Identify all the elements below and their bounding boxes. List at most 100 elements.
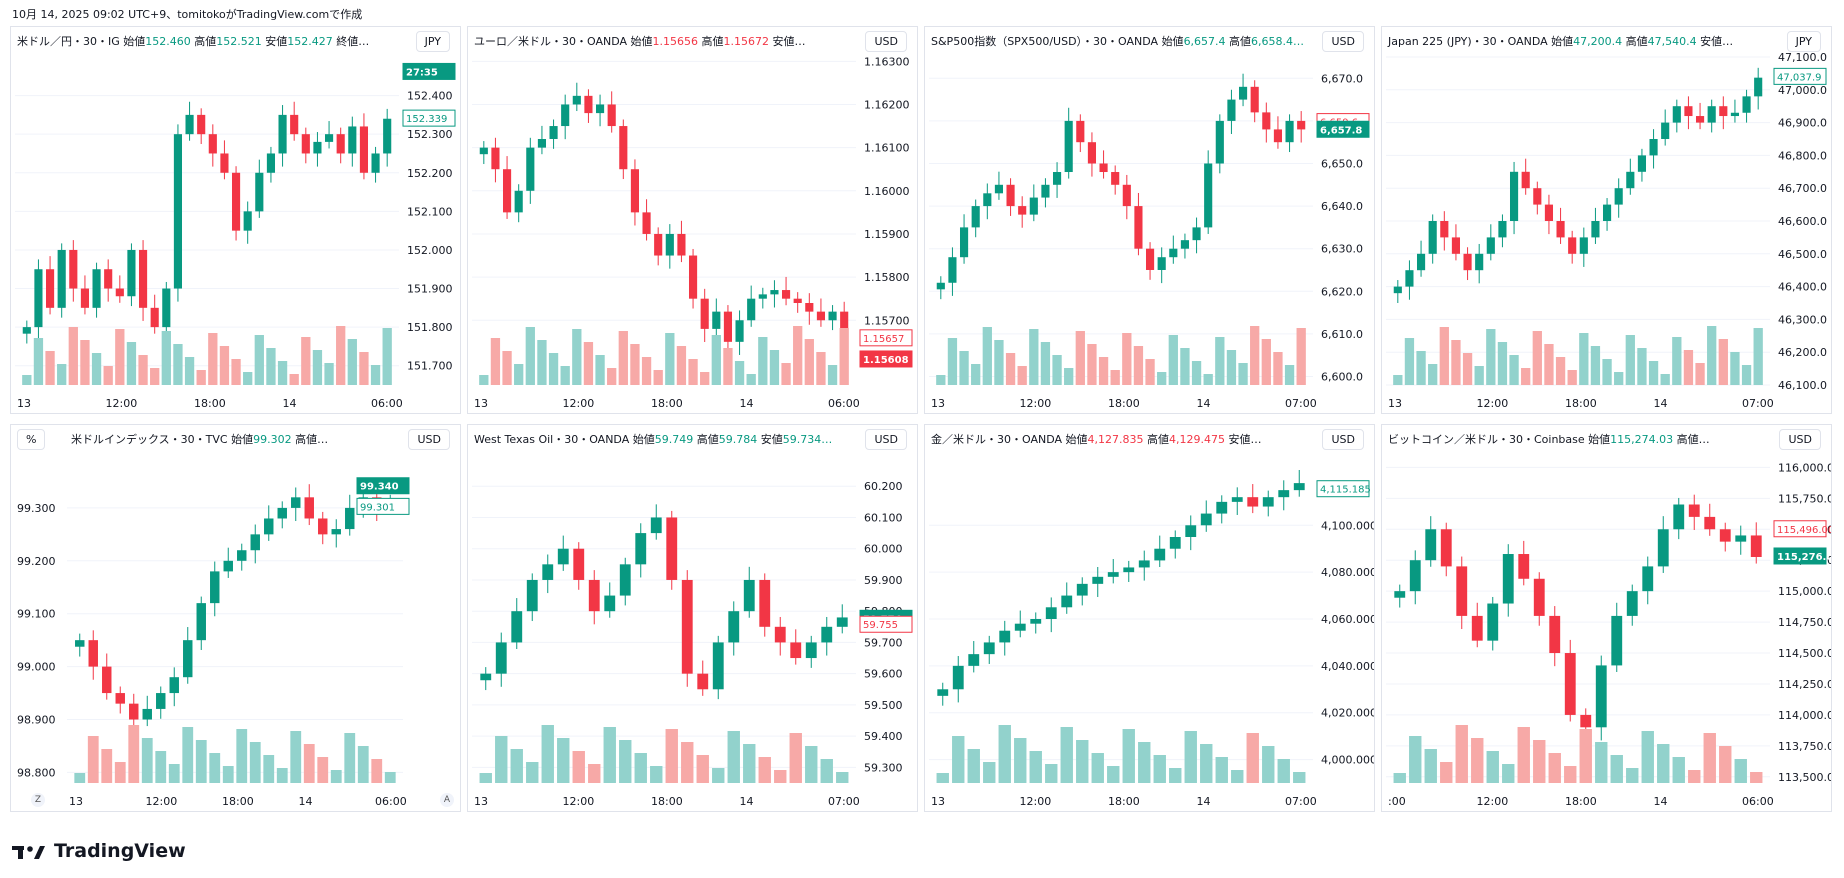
price-label-box bbox=[859, 350, 913, 368]
candle-body bbox=[619, 126, 628, 170]
chart-panel[interactable]: 99.300 99.200 99.100 99.000 98.900 98.800 99.3… bbox=[10, 424, 461, 812]
y-tick-label: 60.000 bbox=[864, 543, 903, 556]
currency-button[interactable]: USD bbox=[1322, 429, 1364, 450]
chart-panel[interactable]: 47,100.0 47,000.0 46,900.0 46,800.0 46,700.0… bbox=[1381, 26, 1832, 414]
candle-body bbox=[1087, 142, 1097, 164]
volume-bar bbox=[1648, 361, 1659, 385]
ohlc-value: 152.460 bbox=[145, 35, 195, 48]
volume-bar bbox=[700, 372, 710, 385]
chart-panel[interactable]: 152.400 152.300 152.200 152.100 152.000 151.9… bbox=[10, 26, 461, 414]
currency-button[interactable]: USD bbox=[865, 429, 907, 450]
x-tick-label: 13 bbox=[931, 795, 945, 808]
candle-body bbox=[728, 611, 740, 643]
candle-body bbox=[805, 303, 814, 312]
volume-bar bbox=[1145, 359, 1155, 385]
y-tick-label: 1.16200 bbox=[864, 98, 910, 111]
y-tick-label: 6,670.0 bbox=[1321, 72, 1363, 85]
candle-body bbox=[1688, 504, 1700, 517]
chart-svg: 47,100.0 47,000.0 46,900.0 46,800.0 46,700.0… bbox=[1386, 51, 1827, 410]
candle-body bbox=[359, 126, 369, 173]
x-tick-label: 14 bbox=[1197, 795, 1211, 808]
auto-scale-button[interactable]: A bbox=[440, 793, 454, 807]
volume-bar bbox=[1273, 352, 1283, 385]
volume-bar bbox=[1497, 342, 1508, 385]
volume-bar bbox=[1602, 359, 1612, 385]
ohlc-value: 59.784 bbox=[718, 433, 761, 446]
candle-body bbox=[1018, 206, 1027, 215]
volume-bar bbox=[243, 372, 253, 385]
price-label-box bbox=[402, 109, 456, 127]
zoom-toggle-button[interactable]: Z bbox=[31, 793, 45, 807]
chart-svg: 4,100.000 4,080.000 4,060.000 4,040.000 4,02… bbox=[929, 469, 1374, 808]
y-tick-label: 46,700.0 bbox=[1778, 182, 1827, 195]
volume-bar bbox=[263, 755, 275, 783]
y-tick-label: 1.16300 bbox=[864, 55, 910, 68]
volume-bar bbox=[324, 363, 334, 385]
ohlc-label: 高値 bbox=[1229, 35, 1252, 48]
candle-body bbox=[196, 603, 206, 641]
x-tick-label: 13 bbox=[69, 795, 83, 808]
currency-button[interactable]: USD bbox=[408, 429, 450, 450]
candle-body bbox=[129, 703, 139, 720]
percent-scale-button[interactable]: % bbox=[17, 429, 46, 450]
candle-body bbox=[1262, 497, 1274, 507]
volume-bar bbox=[330, 770, 342, 783]
candle-body bbox=[1533, 188, 1542, 205]
tradingview-logo-icon bbox=[12, 843, 46, 859]
candle-body bbox=[1092, 576, 1104, 584]
volume-bar bbox=[336, 326, 346, 385]
x-tick-label: 18:00 bbox=[222, 795, 254, 808]
symbol-name: Japan 225 (JPY)・30・OANDA bbox=[1388, 35, 1552, 48]
chart-panel[interactable]: 6,670.06,660.06,650.06,640.06,630.06,620… bbox=[924, 26, 1375, 414]
volume-bar bbox=[1168, 335, 1178, 385]
y-tick-label: 46,400.0 bbox=[1778, 281, 1827, 294]
volume-bar bbox=[641, 357, 652, 385]
candle-body bbox=[1475, 253, 1484, 271]
candle-body bbox=[1416, 253, 1426, 271]
currency-button[interactable]: JPY bbox=[1786, 31, 1821, 52]
candle-body bbox=[747, 298, 756, 321]
candle-body bbox=[1425, 529, 1437, 561]
volume-bar bbox=[836, 772, 849, 783]
candle-body bbox=[666, 517, 678, 580]
volume-bar bbox=[607, 368, 617, 385]
currency-button[interactable]: USD bbox=[865, 31, 907, 52]
volume-bar bbox=[526, 762, 539, 783]
candle-body bbox=[1591, 221, 1600, 238]
currency-button[interactable]: USD bbox=[1322, 31, 1364, 52]
candle-body bbox=[604, 595, 616, 612]
price-label-box bbox=[859, 615, 913, 633]
candle-body bbox=[557, 548, 569, 565]
x-tick-label: :00 bbox=[1388, 795, 1406, 808]
volume-bar bbox=[1509, 355, 1519, 385]
x-tick-label: 06:00 bbox=[371, 397, 403, 410]
candle-body bbox=[959, 227, 969, 258]
chart-panel[interactable]: 1.16300 1.16200 1.16100 1.16000 1.15900 1.158… bbox=[467, 26, 918, 414]
candle-body bbox=[324, 134, 334, 142]
x-tick-label: 07:00 bbox=[1742, 397, 1774, 410]
candle-body bbox=[1486, 237, 1495, 254]
candle-body bbox=[952, 665, 964, 690]
chart-panel[interactable]: 60.20060.10060.00059.90059.80059.70059.6… bbox=[467, 424, 918, 812]
volume-bar bbox=[384, 772, 396, 783]
candle-body bbox=[491, 147, 500, 170]
candle-body bbox=[1204, 163, 1213, 228]
currency-button[interactable]: JPY bbox=[415, 31, 450, 52]
currency-button[interactable]: USD bbox=[1779, 429, 1821, 450]
volume-bar bbox=[290, 731, 302, 783]
ohlc-value: 152.427 bbox=[287, 35, 337, 48]
chart-panel[interactable]: 4,100.000 4,080.000 4,060.000 4,040.000 4,02… bbox=[924, 424, 1375, 812]
volume-bar bbox=[758, 757, 771, 783]
chart-panel[interactable]: 116,000.00115,750.00115,500.00115,250.00… bbox=[1381, 424, 1832, 812]
candle-body bbox=[983, 193, 992, 207]
volume-bar bbox=[1231, 770, 1244, 783]
chart-title: 米ドルインデックス・30・TVC 始値99.302 高値… bbox=[71, 431, 328, 447]
volume-bar bbox=[173, 344, 183, 385]
ohlc-more: 終値… bbox=[336, 35, 370, 48]
y-tick-label: 113,500.00 bbox=[1778, 771, 1832, 784]
candle-body bbox=[1754, 77, 1763, 97]
candle-body bbox=[277, 507, 287, 519]
candle-body bbox=[774, 626, 786, 643]
volume-bar bbox=[1064, 368, 1074, 385]
volume-bar bbox=[1439, 327, 1449, 385]
